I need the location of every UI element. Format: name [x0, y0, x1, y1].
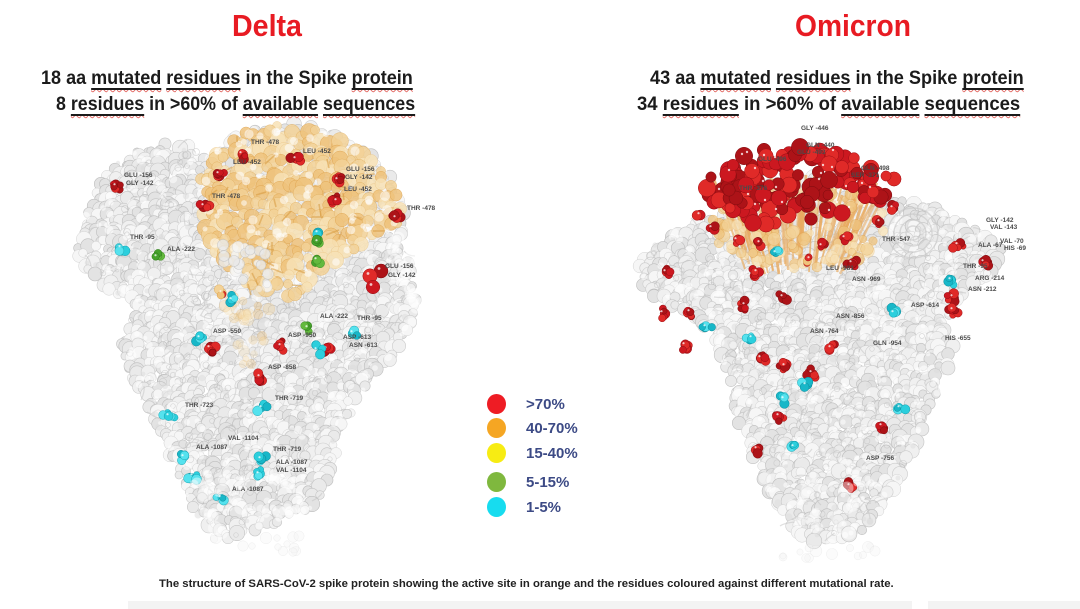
svg-text:THR -478: THR -478 [407, 205, 436, 212]
svg-text:ALA -1087: ALA -1087 [196, 444, 228, 451]
svg-text:ASP -550: ASP -550 [213, 328, 241, 335]
svg-text:VAL -1104: VAL -1104 [276, 467, 307, 474]
svg-text:THR -95: THR -95 [357, 315, 382, 322]
svg-text:LEU -452: LEU -452 [344, 186, 372, 193]
svg-text:ALA -222: ALA -222 [320, 313, 348, 320]
svg-text:GLU -156: GLU -156 [346, 166, 375, 173]
svg-text:THR -478: THR -478 [251, 139, 280, 146]
svg-text:ASP -950: ASP -950 [288, 332, 316, 339]
svg-text:GLU -156: GLU -156 [124, 172, 153, 179]
svg-text:THR -719: THR -719 [275, 395, 304, 402]
svg-text:ASN -613: ASN -613 [349, 342, 378, 349]
svg-text:THR -723: THR -723 [185, 402, 214, 409]
svg-text:ALA -222: ALA -222 [167, 246, 195, 253]
svg-text:VAL -1104: VAL -1104 [228, 435, 259, 442]
svg-text:LEU -452: LEU -452 [233, 159, 261, 166]
svg-text:GLU -156: GLU -156 [385, 263, 414, 270]
svg-text:ASP -858: ASP -858 [268, 364, 296, 371]
svg-text:THR -478: THR -478 [212, 193, 241, 200]
svg-text:ALA -1087: ALA -1087 [276, 459, 308, 466]
svg-text:THR -95: THR -95 [130, 234, 155, 241]
svg-text:THR -719: THR -719 [273, 446, 302, 453]
svg-text:GLY -142: GLY -142 [345, 174, 373, 181]
svg-text:GLY -142: GLY -142 [126, 180, 154, 187]
svg-text:ASP -613: ASP -613 [343, 334, 371, 341]
svg-text:GLY -142: GLY -142 [388, 272, 416, 279]
svg-text:LEU -452: LEU -452 [303, 148, 331, 155]
